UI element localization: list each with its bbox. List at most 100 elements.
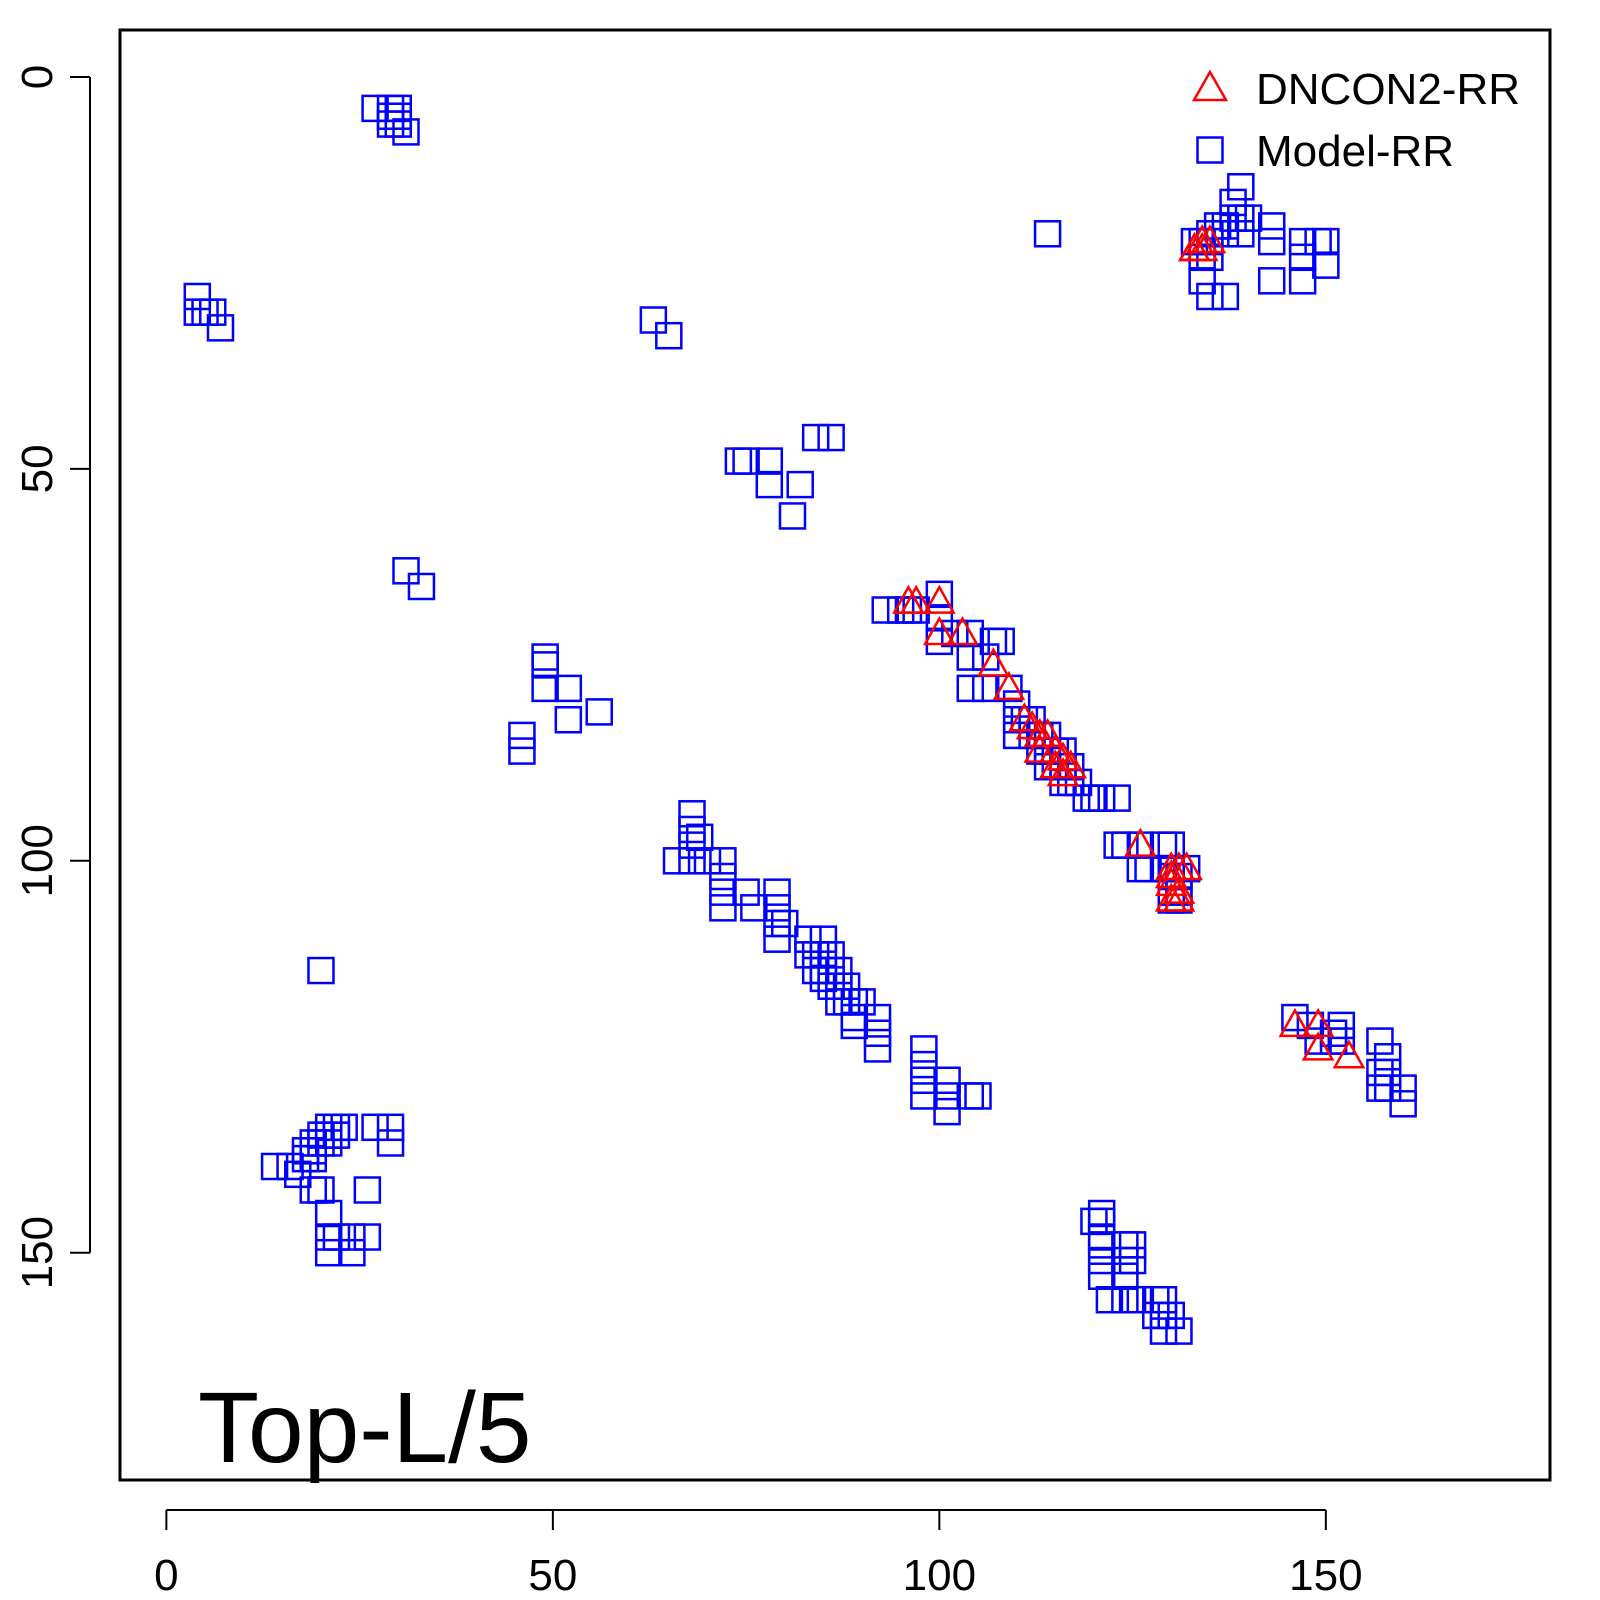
model-rr-point (508, 721, 536, 750)
model-rr-point (755, 470, 784, 499)
model-rr-point (964, 1082, 992, 1110)
model-rr-point (1111, 1246, 1139, 1275)
model-rr-point (863, 1035, 892, 1063)
model-rr-point (1142, 1301, 1170, 1330)
model-rr-point (840, 1003, 869, 1032)
model-rr-point (1211, 220, 1240, 248)
model-rr-point (585, 698, 613, 726)
model-rr-point (392, 118, 420, 146)
model-rr-point (384, 94, 413, 123)
model-rr-point (840, 988, 869, 1016)
model-rr-point (1087, 1246, 1116, 1275)
model-rr-point (407, 572, 436, 601)
dncon2-rr-point (1301, 1031, 1335, 1061)
model-rr-point (1234, 204, 1263, 232)
model-rr-point (260, 1152, 289, 1181)
dncon2-rr-point (1054, 749, 1088, 779)
model-rr-point (384, 110, 413, 138)
model-rr-point (1304, 227, 1332, 256)
model-rr-point (1095, 1285, 1124, 1314)
model-rr-point (1366, 1074, 1394, 1102)
model-rr-point (825, 956, 853, 985)
model-rr-point (322, 1223, 351, 1251)
model-rr-point (1196, 282, 1224, 311)
x-axis: 0 50 100 150 (154, 1509, 1363, 1600)
model-rr-point (771, 909, 799, 938)
legend-marker-triangle (1191, 69, 1229, 102)
model-rr-point (284, 1160, 312, 1189)
model-rr-point (910, 1082, 938, 1110)
model-rr-point (832, 972, 861, 1000)
model-rr-markers (183, 94, 1417, 1345)
model-rr-point (1288, 267, 1317, 295)
model-rr-point (709, 862, 737, 891)
model-rr-point (376, 110, 405, 138)
model-rr-point (956, 674, 985, 703)
model-rr-point (1373, 1043, 1402, 1071)
model-rr-point (338, 1238, 366, 1267)
model-rr-point (1087, 1231, 1116, 1259)
model-rr-point (941, 619, 969, 648)
model-rr-point (353, 1223, 382, 1251)
model-rr-point (1366, 1027, 1394, 1055)
model-rr-point (361, 94, 389, 123)
legend-label: Model-RR (1256, 127, 1454, 176)
dncon2-rr-point (946, 615, 979, 646)
model-rr-point (709, 878, 737, 906)
model-rr-point (794, 925, 822, 953)
model-rr-point (314, 1113, 343, 1142)
y-axis: 0 50 100 150 (13, 65, 91, 1289)
model-rr-point (933, 1082, 961, 1110)
model-rr-point (1080, 1207, 1108, 1236)
model-rr-point (825, 972, 853, 1000)
model-rr-point (1304, 1027, 1332, 1055)
model-rr-point (1157, 1301, 1185, 1330)
model-rr-point (655, 321, 683, 350)
model-rr-point (763, 878, 791, 906)
dncon2-rr-point (1046, 757, 1080, 787)
dncon2-rr-point (899, 584, 933, 614)
model-rr-point (1373, 1058, 1402, 1087)
plot-frame (118, 28, 1552, 1482)
dncon2-rr-markers (892, 224, 1366, 1069)
model-rr-point (183, 282, 212, 311)
model-rr-point (1188, 267, 1216, 295)
model-rr-point (1126, 1285, 1155, 1314)
dncon2-rr-point (1185, 231, 1219, 262)
model-rr-point (314, 1238, 343, 1267)
model-rr-point (1227, 204, 1255, 232)
model-rr-point (863, 1003, 892, 1032)
model-rr-point (299, 1144, 327, 1173)
model-rr-point (956, 619, 985, 648)
dncon2-rr-point (992, 670, 1026, 701)
model-rr-point (639, 306, 668, 334)
model-rr-point (1080, 784, 1108, 812)
model-rr-point (322, 1121, 351, 1149)
model-rr-point (709, 894, 737, 922)
model-rr-point (1165, 1317, 1193, 1345)
model-rr-point (801, 941, 830, 969)
model-rr-point (392, 557, 420, 585)
model-rr-point (508, 737, 536, 765)
dncon2-rr-point (1332, 1039, 1366, 1069)
dncon2-rr-point (977, 647, 1010, 677)
model-rr-point (376, 94, 405, 123)
model-rr-point (732, 447, 760, 475)
model-rr-point (1149, 1301, 1178, 1330)
dncon2-rr-point (1162, 874, 1196, 904)
model-rr-point (1087, 1207, 1116, 1236)
model-rr-point (1319, 1027, 1348, 1055)
model-rr-point (1196, 243, 1224, 272)
model-rr-point (809, 964, 838, 993)
model-rr-point (763, 909, 791, 938)
x-tick-label: 50 (528, 1551, 577, 1600)
dncon2-rr-point (1038, 733, 1072, 763)
model-rr-point (732, 878, 760, 906)
model-rr-point (299, 1129, 327, 1157)
model-rr-point (1366, 1058, 1394, 1087)
model-rr-point (314, 1129, 343, 1157)
model-rr-point (817, 972, 845, 1000)
dncon2-rr-point (1031, 717, 1064, 748)
y-tick-label: 100 (13, 824, 62, 897)
model-rr-point (832, 988, 861, 1016)
